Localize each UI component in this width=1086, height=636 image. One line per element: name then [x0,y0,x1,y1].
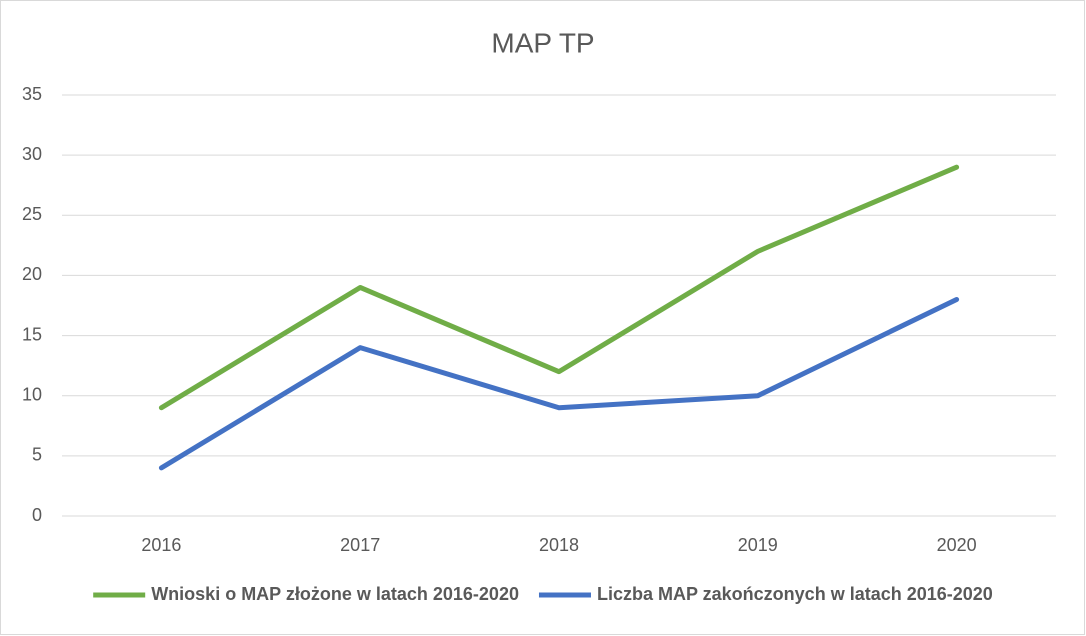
x-tick-label: 2019 [738,535,778,555]
x-tick-label: 2016 [141,535,181,555]
data-line [158,164,960,411]
legend-label: Liczba MAP zakończonych w latach 2016-20… [597,584,993,604]
y-tick-label: 10 [22,384,42,404]
y-tick-label: 5 [32,445,42,465]
y-tick-label: 20 [22,264,42,284]
y-tick-label: 35 [22,84,42,104]
y-tick-label: 0 [32,505,42,525]
x-tick-label: 2017 [340,535,380,555]
chart-title: MAP TP [491,27,594,58]
y-tick-label: 15 [22,324,42,344]
y-tick-label: 30 [22,144,42,164]
y-tick-label: 25 [22,204,42,224]
x-tick-label: 2020 [937,535,977,555]
data-line [158,296,960,471]
legend-label: Wnioski o MAP złożone w latach 2016-2020 [151,584,519,604]
x-tick-label: 2018 [539,535,579,555]
